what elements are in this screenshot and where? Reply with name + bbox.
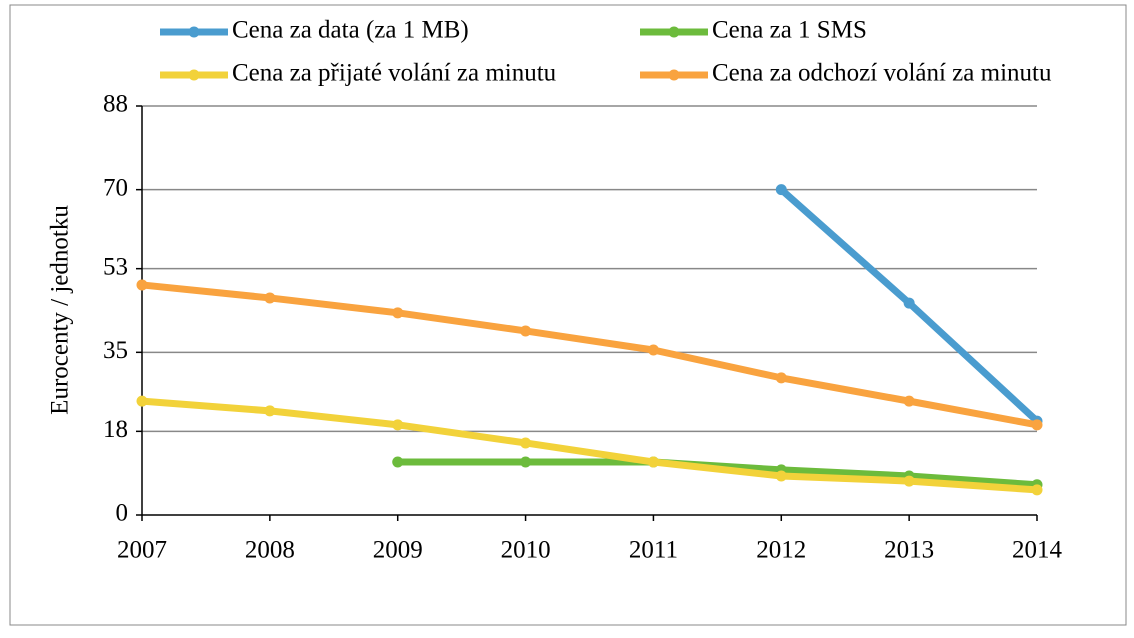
y-tick-label: 53 <box>103 253 128 280</box>
data-point <box>520 456 532 468</box>
y-tick-label: 88 <box>103 91 128 118</box>
data-point <box>392 456 404 468</box>
x-tick-label: 2012 <box>756 537 806 564</box>
data-point <box>903 395 915 407</box>
data-point <box>1031 484 1043 496</box>
legend-marker <box>668 69 680 81</box>
legend-marker <box>188 26 200 38</box>
data-point <box>647 456 659 468</box>
data-point <box>264 405 276 417</box>
data-point <box>136 279 148 291</box>
data-point <box>1031 419 1043 431</box>
legend-marker <box>668 26 680 38</box>
legend-label: Cena za 1 SMS <box>712 17 867 44</box>
y-tick-label: 18 <box>103 416 128 443</box>
data-point <box>136 395 148 407</box>
data-point <box>520 325 532 337</box>
x-tick-label: 2014 <box>1012 537 1063 564</box>
y-tick-label: 70 <box>103 174 128 201</box>
y-tick-label: 35 <box>103 337 128 364</box>
y-axis-title: Eurocenty / jednotku <box>47 205 74 415</box>
data-point <box>520 437 532 449</box>
data-point <box>775 184 787 196</box>
legend-label: Cena za přijaté volání za minutu <box>232 60 557 87</box>
data-point <box>264 292 276 304</box>
x-tick-label: 2013 <box>884 537 934 564</box>
data-point <box>903 297 915 309</box>
data-point <box>647 344 659 356</box>
x-tick-label: 2011 <box>629 537 678 564</box>
data-point <box>775 372 787 384</box>
data-point <box>392 419 404 431</box>
x-tick-label: 2007 <box>117 537 167 564</box>
data-point <box>392 307 404 319</box>
chart-frame <box>9 4 1127 626</box>
data-point <box>903 475 915 487</box>
x-tick-label: 2010 <box>501 537 551 564</box>
data-point <box>775 470 787 482</box>
x-tick-label: 2008 <box>245 537 295 564</box>
legend-label: Cena za data (za 1 MB) <box>232 17 469 44</box>
x-tick-label: 2009 <box>373 537 423 564</box>
y-tick-label: 0 <box>116 500 129 527</box>
series-line <box>141 281 1038 429</box>
legend-label: Cena za odchozí volání za minutu <box>712 60 1052 87</box>
legend-marker <box>188 69 200 81</box>
series-line <box>141 397 1038 494</box>
